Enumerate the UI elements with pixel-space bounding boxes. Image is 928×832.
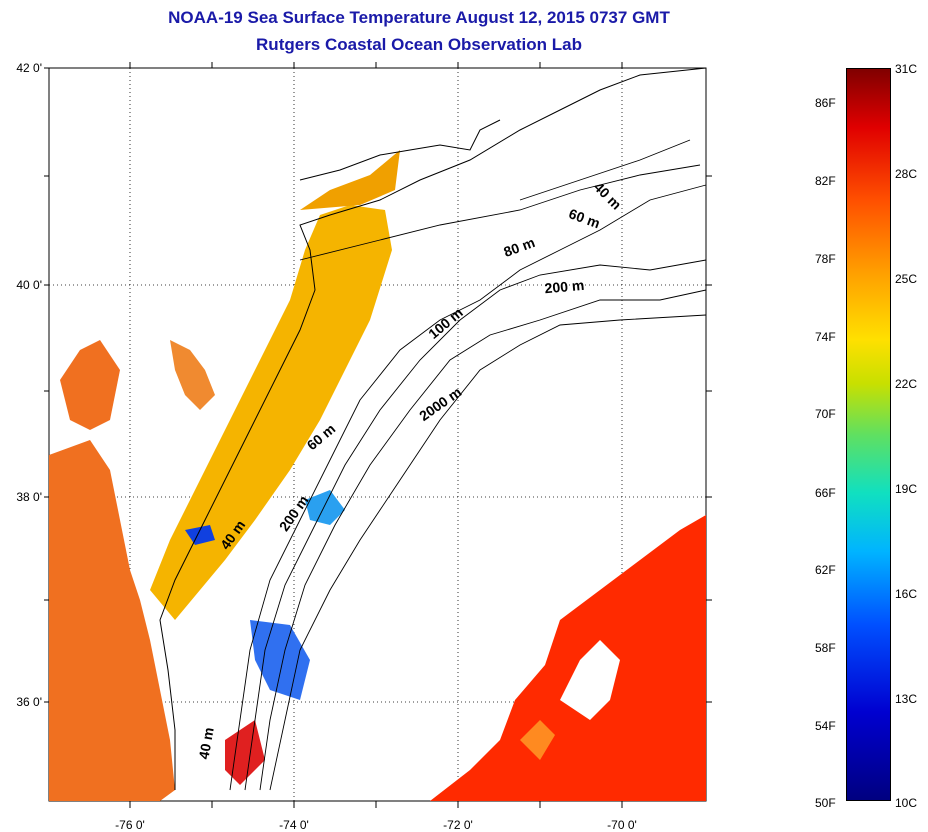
- colorbar-f-label: 58F: [815, 641, 836, 655]
- lat-label: 42 0': [16, 61, 42, 75]
- warm-front-patch: [520, 720, 555, 760]
- colorbar-f-label: 82F: [815, 174, 836, 188]
- cloud-gap: [560, 640, 620, 720]
- delaware-bay: [170, 340, 215, 410]
- pamlico-patch: [68, 670, 110, 745]
- gulf-stream-warm-water: [430, 515, 706, 801]
- colorbar-c-label: 10C: [895, 796, 918, 810]
- colorbar-f-label: 66F: [815, 486, 836, 500]
- lon-label: -72 0': [443, 818, 473, 832]
- colorbar-c-label: 28C: [895, 167, 918, 181]
- colorbar-f-label: 78F: [815, 252, 836, 266]
- lon-label: -70 0': [607, 818, 637, 832]
- lon-label: -74 0': [279, 818, 309, 832]
- colorbar-f-label: 86F: [815, 96, 836, 110]
- colorbar-c-label: 25C: [895, 272, 918, 286]
- colorbar-c-label: 19C: [895, 482, 918, 496]
- warm-patch: [225, 720, 265, 785]
- cold-patch: [250, 620, 310, 700]
- temperature-colorbar: [846, 68, 891, 801]
- colorbar-c-label: 16C: [895, 587, 918, 601]
- isobaths: [229, 139, 707, 791]
- colorbar-f-label: 50F: [815, 796, 836, 810]
- contour-label: 40 m: [195, 726, 216, 760]
- shelf-water: [150, 205, 392, 620]
- map-title: NOAA-19 Sea Surface Temperature August 1…: [168, 8, 670, 27]
- colorbar-f-label: 74F: [815, 330, 836, 344]
- lon-label: -76 0': [115, 818, 145, 832]
- colorbar-c-label: 31C: [895, 62, 918, 76]
- coastline: [159, 67, 707, 790]
- long-island: [299, 119, 501, 181]
- cold-patch: [305, 490, 345, 525]
- colorbar-c-label: 13C: [895, 692, 918, 706]
- long-island-sound: [300, 150, 400, 210]
- tick-marks: [44, 62, 712, 808]
- contour-label: 200 m: [544, 277, 585, 296]
- colorbar-f-label: 70F: [815, 407, 836, 421]
- upper-bay: [60, 340, 120, 430]
- colorbar-f-label: 54F: [815, 719, 836, 733]
- lat-label: 38 0': [16, 490, 42, 504]
- colorbar-f-label: 62F: [815, 563, 836, 577]
- lat-label: 40 0': [16, 278, 42, 292]
- colorbar-c-label: 22C: [895, 377, 918, 391]
- cold-patch: [185, 525, 215, 545]
- map-subtitle: Rutgers Coastal Ocean Observation Lab: [256, 35, 582, 54]
- lat-label: 36 0': [16, 695, 42, 709]
